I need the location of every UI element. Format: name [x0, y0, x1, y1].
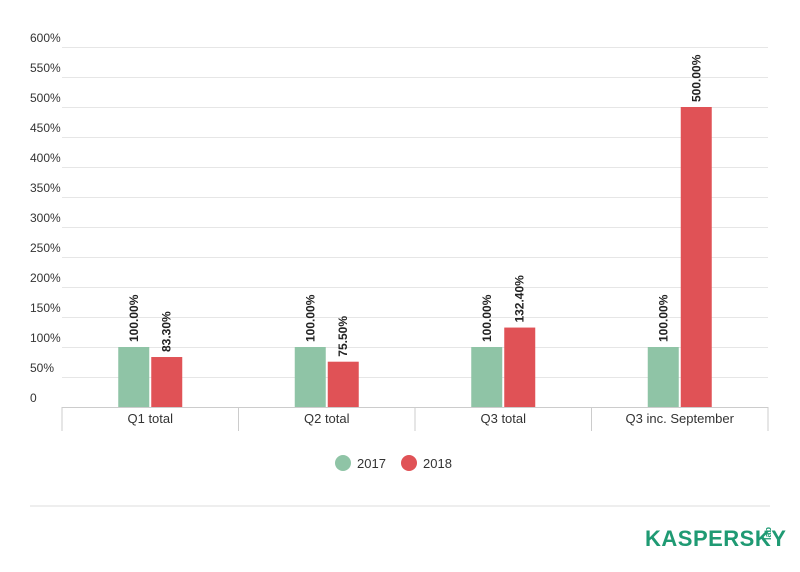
x-category-label: Q2 total — [304, 411, 350, 426]
gridlines — [62, 47, 768, 378]
data-label: 100.00% — [127, 294, 141, 342]
x-category-label: Q3 total — [480, 411, 526, 426]
x-axis: Q1 total Q2 total Q3 total Q3 inc. Septembe… — [61, 407, 769, 431]
x-category-label: Q1 total — [127, 411, 173, 426]
x-category-label: Q3 inc. September — [626, 411, 735, 426]
data-labels: 100.00% 100.00% 100.00% 100.00% 83.30% 75.50%… — [127, 54, 704, 356]
y-tick-label: 150% — [30, 301, 61, 315]
y-axis-ticks: 0 50% 100% 150% 200% 250% 300% 350% 400% 450% 500%… — [30, 31, 61, 405]
logo-text: KASPERSKY — [645, 526, 786, 551]
y-tick-label: 200% — [30, 271, 61, 285]
kaspersky-logo: KASPERSKY lab — [645, 526, 786, 551]
data-label: 100.00% — [656, 294, 670, 342]
bar-2018 — [504, 327, 536, 407]
y-tick-label: 450% — [30, 121, 61, 135]
y-tick-label: 50% — [30, 361, 54, 375]
bar-2017 — [647, 347, 679, 407]
logo-sub: lab — [763, 526, 773, 540]
data-label: 132.40% — [513, 275, 527, 323]
bar-2018 — [327, 361, 359, 407]
y-tick-label: 300% — [30, 211, 61, 225]
y-tick-label: 100% — [30, 331, 61, 345]
y-tick-label: 500% — [30, 91, 61, 105]
bars — [118, 107, 712, 407]
y-tick-label: 250% — [30, 241, 61, 255]
bar-2018 — [680, 107, 712, 407]
data-label: 83.30% — [160, 311, 174, 352]
bar-2017 — [294, 347, 326, 407]
data-label: 100.00% — [303, 294, 317, 342]
data-label: 500.00% — [689, 54, 703, 102]
legend-swatch-2017 — [335, 455, 351, 471]
y-tick-label: 550% — [30, 61, 61, 75]
data-label: 75.50% — [336, 316, 350, 357]
legend-label: 2017 — [357, 456, 386, 471]
y-tick-label: 600% — [30, 31, 61, 45]
bar-2018 — [151, 357, 183, 407]
y-tick-label: 400% — [30, 151, 61, 165]
y-tick-label: 350% — [30, 181, 61, 195]
bar-2017 — [118, 347, 150, 407]
bar-2017 — [471, 347, 503, 407]
data-label: 100.00% — [480, 294, 494, 342]
y-tick-label: 0 — [30, 391, 37, 405]
legend: 2017 2018 — [335, 455, 452, 471]
legend-label: 2018 — [423, 456, 452, 471]
legend-swatch-2018 — [401, 455, 417, 471]
